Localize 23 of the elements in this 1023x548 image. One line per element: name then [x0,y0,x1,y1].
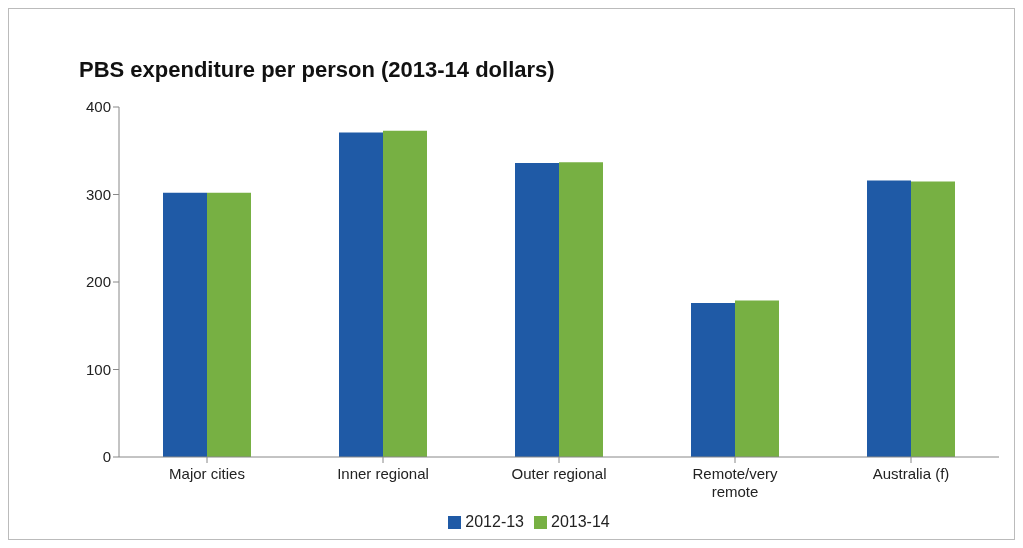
legend-label: 2013-14 [551,513,610,530]
bar [163,192,207,457]
bar [559,162,603,457]
x-tick-label: Major cities [169,465,245,482]
x-tick-label: Remote/very remote [692,465,779,500]
y-tick-label: 0 [102,448,111,466]
bar [867,180,911,457]
y-tick-label: 200 [85,273,111,291]
legend-label: 2012-13 [465,513,524,530]
y-tick-label: 100 [85,360,111,378]
y-tick-label: 400 [85,98,111,116]
bar [339,132,383,457]
bar [515,163,559,457]
bar [691,303,735,457]
bar [207,192,251,457]
y-tick-label: 300 [85,185,111,203]
chart-title: PBS expenditure per person (2013-14 dollars) [79,57,555,83]
bar [383,130,427,457]
bar [911,181,955,457]
x-tick-label: Inner regional [337,465,429,482]
x-tick-label: Outer regional [511,465,607,482]
x-tick-label: Australia (f) [872,465,950,482]
bar [735,300,779,457]
